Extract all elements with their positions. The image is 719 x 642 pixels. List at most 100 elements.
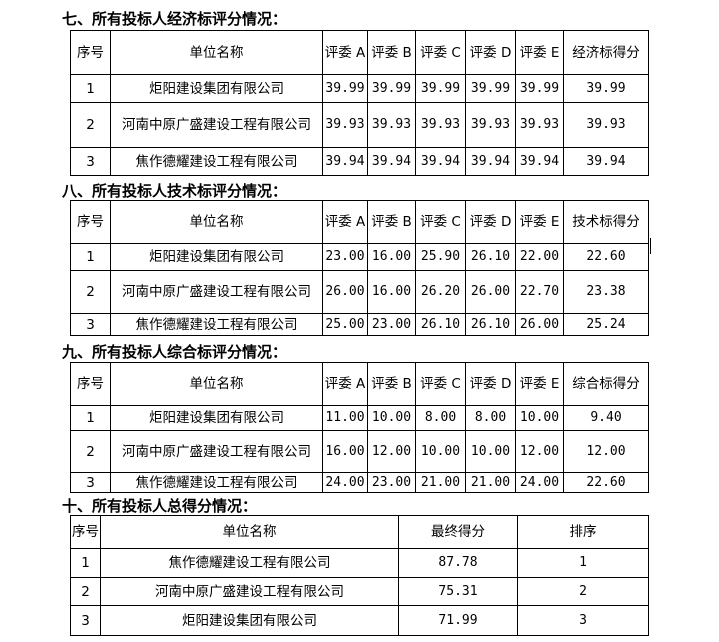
table-cell: 22.00: [515, 243, 564, 271]
table-cell: 炬阳建设集团有限公司: [110, 74, 323, 103]
header-cell: 评委 A: [322, 30, 368, 75]
table-cell: 26.20: [415, 270, 466, 314]
header-cell: 评委 B: [367, 30, 416, 75]
header-cell: 序号: [70, 30, 111, 75]
table-cell: 39.93: [563, 102, 649, 148]
header-row: 序号 单位名称 最终得分 排序: [70, 515, 649, 549]
header-row: 序号 单位名称 评委 A 评委 B 评委 C 评委 D 评委 E 经济标得分: [70, 30, 649, 75]
table-cell: 2: [517, 577, 649, 606]
table-cell: 25.00: [322, 313, 368, 336]
table-cell: 2: [70, 430, 111, 473]
table-cell: 炬阳建设集团有限公司: [100, 605, 399, 636]
table-cell: 24.00: [322, 472, 368, 493]
header-cell: 评委 D: [465, 200, 516, 244]
section-title: 七、所有投标人经济标评分情况：: [62, 10, 288, 28]
table-cell: 23.38: [563, 270, 649, 314]
header-cell: 评委 C: [415, 362, 466, 406]
table-cell: 26.10: [465, 243, 516, 271]
table-cell: 39.99: [322, 74, 368, 103]
header-cell: 评委 A: [322, 362, 368, 406]
section-title: 十、所有投标人总得分情况：: [62, 497, 258, 515]
table-cell: 焦作德耀建设工程有限公司: [110, 472, 323, 493]
table-row: 1 炬阳建设集团有限公司 39.99 39.99 39.99 39.99 39.99 39.9…: [70, 74, 649, 103]
table-cell: 25.24: [563, 313, 649, 336]
table-cell: 26.00: [465, 270, 516, 314]
table-cell: 39.94: [322, 147, 368, 176]
header-cell: 序号: [70, 200, 111, 244]
table-row: 3 焦作德耀建设工程有限公司 39.94 39.94 39.94 39.94 39.94 39…: [70, 147, 649, 176]
header-cell: 序号: [70, 515, 101, 549]
table-cell: 25.90: [415, 243, 466, 271]
table-cell: 22.70: [515, 270, 564, 314]
table-cell: 8.00: [465, 405, 516, 431]
section-title: 九、所有投标人综合标评分情况：: [62, 343, 288, 361]
header-cell: 排序: [517, 515, 649, 549]
table-cell: 71.99: [398, 605, 518, 636]
table-cell: 39.99: [415, 74, 466, 103]
table-cell: 河南中原广盛建设工程有限公司: [110, 430, 323, 473]
table-cell: 炬阳建设集团有限公司: [110, 243, 323, 271]
table-cell: 12.00: [367, 430, 416, 473]
table-cell: 39.93: [515, 102, 564, 148]
header-cell: 单位名称: [110, 362, 323, 406]
table-cell: 21.00: [465, 472, 516, 493]
header-cell: 评委 E: [515, 30, 564, 75]
table-cell: 焦作德耀建设工程有限公司: [110, 147, 323, 176]
table-cell: 23.00: [367, 472, 416, 493]
table-cell: 22.60: [563, 472, 649, 493]
table-row: 1 炬阳建设集团有限公司 11.00 10.00 8.00 8.00 10.00 9.40: [70, 405, 649, 431]
header-cell: 单位名称: [110, 200, 323, 244]
table-cell: 87.78: [398, 548, 518, 578]
table-cell: 26.00: [322, 270, 368, 314]
table-cell: 39.93: [415, 102, 466, 148]
header-cell: 技术标得分: [563, 200, 649, 244]
table-cell: 26.10: [465, 313, 516, 336]
table-row: 2 河南中原广盛建设工程有限公司 26.00 16.00 26.20 26.00 22.70…: [70, 270, 649, 314]
table-cell: 河南中原广盛建设工程有限公司: [100, 577, 399, 606]
table-cell: 河南中原广盛建设工程有限公司: [110, 270, 323, 314]
header-row: 序号 单位名称 评委 A 评委 B 评委 C 评委 D 评委 E 技术标得分: [70, 200, 649, 244]
table-cell: 3: [517, 605, 649, 636]
score-table: 序号 单位名称 评委 A 评委 B 评委 C 评委 D 评委 E 综合标得分 1 炬阳建设集团有限…: [70, 362, 649, 493]
table-cell: 11.00: [322, 405, 368, 431]
table-cell: 16.00: [322, 430, 368, 473]
table-row: 2 河南中原广盛建设工程有限公司 39.93 39.93 39.93 39.93 39.93…: [70, 102, 649, 148]
table-cell: 2: [70, 270, 111, 314]
table-cell: 39.93: [465, 102, 516, 148]
table-cell: 3: [70, 472, 111, 493]
table-cell: 21.00: [415, 472, 466, 493]
table-cell: 39.93: [367, 102, 416, 148]
table-cell: 39.94: [415, 147, 466, 176]
header-cell: 评委 A: [322, 200, 368, 244]
header-cell: 评委 E: [515, 362, 564, 406]
table-cell: 39.94: [515, 147, 564, 176]
table-cell: 39.93: [322, 102, 368, 148]
table-row: 2 河南中原广盛建设工程有限公司 75.31 2: [70, 577, 649, 606]
table-row: 3 焦作德耀建设工程有限公司 25.00 23.00 26.10 26.10 26.00 25…: [70, 313, 649, 336]
table-cell: 3: [70, 147, 111, 176]
table-cell: 10.00: [367, 405, 416, 431]
table-cell: 39.99: [367, 74, 416, 103]
table-cell: 12.00: [515, 430, 564, 473]
header-cell: 评委 B: [367, 362, 416, 406]
table-row: 1 炬阳建设集团有限公司 23.00 16.00 25.90 26.10 22.00 22.6…: [70, 243, 649, 271]
table-cell: 16.00: [367, 243, 416, 271]
table-cell: 1: [517, 548, 649, 578]
table-row: 3 炬阳建设集团有限公司 71.99 3: [70, 605, 649, 636]
table-cell: 26.00: [515, 313, 564, 336]
table-cell: 9.40: [563, 405, 649, 431]
text-cursor: [650, 238, 651, 254]
table-cell: 22.60: [563, 243, 649, 271]
header-cell: 评委 E: [515, 200, 564, 244]
table-cell: 39.99: [563, 74, 649, 103]
table-cell: 1: [70, 243, 111, 271]
table-cell: 河南中原广盛建设工程有限公司: [110, 102, 323, 148]
table-cell: 1: [70, 74, 111, 103]
table-cell: 39.94: [465, 147, 516, 176]
header-cell: 最终得分: [398, 515, 518, 549]
header-row: 序号 单位名称 评委 A 评委 B 评委 C 评委 D 评委 E 综合标得分: [70, 362, 649, 406]
header-cell: 单位名称: [100, 515, 399, 549]
table-cell: 39.94: [563, 147, 649, 176]
score-table: 序号 单位名称 评委 A 评委 B 评委 C 评委 D 评委 E 经济标得分 1 炬阳建设集团有限…: [70, 30, 649, 176]
header-cell: 评委 D: [465, 362, 516, 406]
